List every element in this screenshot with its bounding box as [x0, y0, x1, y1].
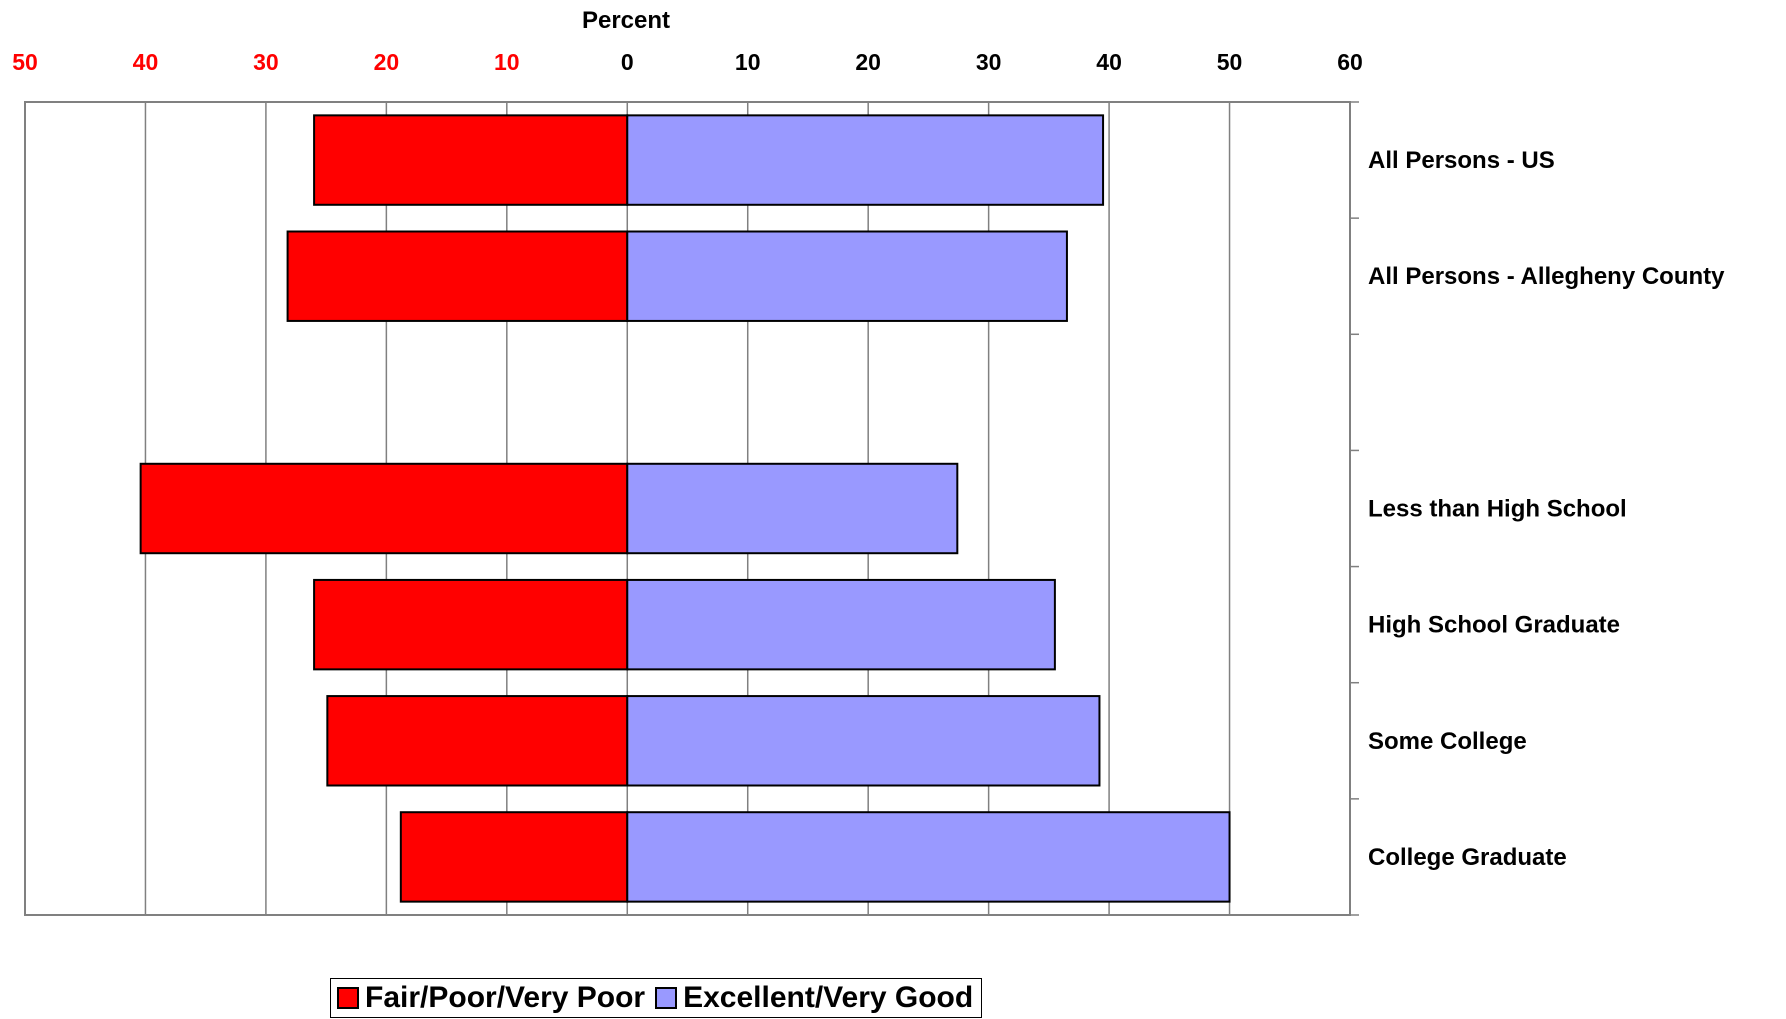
x-tick-label: 50	[12, 49, 38, 75]
legend-label-excellent: Excellent/Very Good	[683, 981, 974, 1014]
legend-label-fair-poor: Fair/Poor/Very Poor	[365, 981, 646, 1014]
bar-excellent	[626, 695, 1101, 787]
category-label: All Persons - Allegheny County	[1368, 263, 1725, 290]
legend-item-fair-poor: Fair/Poor/Very Poor	[337, 981, 645, 1015]
x-tick-label: 10	[494, 49, 520, 75]
category-labels: All Persons - US All Persons - Allegheny …	[1368, 147, 1725, 871]
bar-excellent	[626, 462, 959, 555]
x-tick-label: 20	[855, 49, 881, 75]
category-label: All Persons - US	[1368, 147, 1555, 174]
chart: Percent 50 40 30 20 10 0 10 20 30 40 50 60 All Pers…	[12, 7, 1725, 916]
bar-fair-poor	[326, 695, 629, 787]
x-tick-label: 40	[1096, 49, 1122, 75]
bar-fair-poor	[313, 114, 629, 206]
category-label: High School Graduate	[1368, 612, 1620, 639]
bar-fair-poor	[139, 462, 629, 555]
bar-excellent	[626, 114, 1105, 206]
legend: Fair/Poor/Very Poor Excellent/Very Good	[330, 978, 983, 1018]
category-label: Some College	[1368, 728, 1527, 755]
bar-fair-poor	[313, 578, 629, 671]
category-tick-marks	[1350, 101, 1359, 916]
x-tick-label: 30	[976, 49, 1002, 75]
x-tick-label: 40	[133, 49, 159, 75]
category-label: Less than High School	[1368, 496, 1627, 523]
legend-swatch-excellent	[655, 987, 678, 1009]
x-tick-label: 10	[735, 49, 761, 75]
x-tick-label: 50	[1217, 49, 1243, 75]
legend-item-excellent: Excellent/Very Good	[655, 981, 973, 1015]
x-tick-label: 30	[253, 49, 279, 75]
legend-swatch-fair-poor	[337, 987, 359, 1009]
x-tick-label: 0	[621, 49, 634, 75]
x-tick-label: 60	[1337, 49, 1363, 75]
x-tick-labels: 50 40 30 20 10 0 10 20 30 40 50 60	[12, 49, 1363, 75]
x-axis-title: Percent	[582, 7, 670, 34]
bar-fair-poor	[399, 811, 629, 903]
bar-excellent	[626, 230, 1068, 322]
bar-excellent	[626, 578, 1056, 671]
bars	[139, 114, 1231, 903]
bar-fair-poor	[286, 230, 629, 322]
plot-area-frame	[24, 101, 1351, 916]
x-tick-label: 20	[374, 49, 400, 75]
bar-excellent	[626, 811, 1231, 903]
category-label: College Graduate	[1368, 844, 1567, 871]
